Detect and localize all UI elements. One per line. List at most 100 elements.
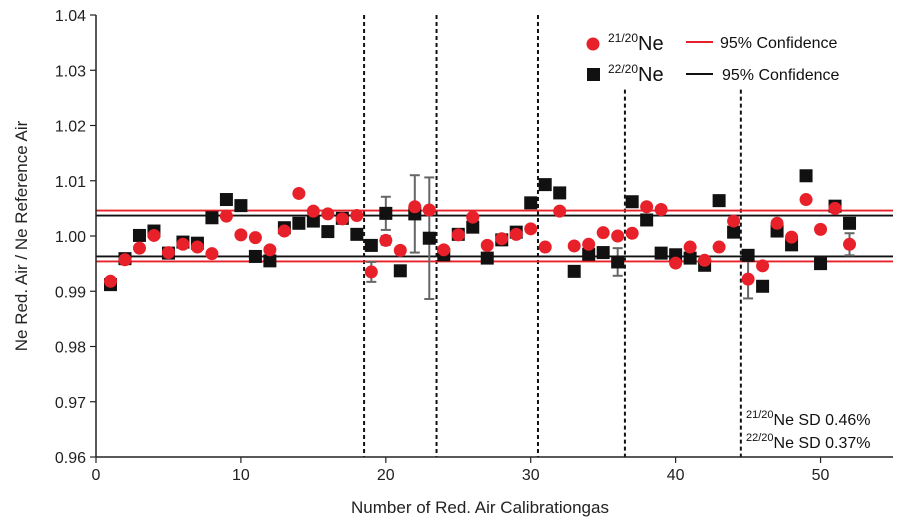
data-point-21-20 bbox=[422, 203, 436, 217]
legend-conf-label-black: 95% Confidence bbox=[722, 67, 840, 84]
data-point-21-20 bbox=[582, 237, 596, 251]
data-point-21-20 bbox=[669, 256, 683, 270]
sd-note-sup-22-20: 22/20 bbox=[746, 432, 774, 444]
data-point-21-20 bbox=[509, 227, 523, 241]
data-point-21-20 bbox=[553, 204, 567, 218]
data-point-21-20 bbox=[408, 200, 422, 214]
data-point-22-20 bbox=[553, 186, 567, 200]
legend-name-22-20: Ne bbox=[638, 64, 664, 86]
data-point-21-20 bbox=[364, 265, 378, 279]
y-axis-title: Ne Red. Air / Ne Reference Air bbox=[12, 120, 31, 351]
x-tick-label: 20 bbox=[377, 467, 395, 484]
data-point-22-20 bbox=[799, 169, 813, 183]
data-point-21-20 bbox=[524, 222, 538, 236]
data-point-21-20 bbox=[176, 237, 190, 251]
x-tick-label: 0 bbox=[92, 467, 101, 484]
data-point-21-20 bbox=[712, 240, 726, 254]
data-point-22-20 bbox=[538, 178, 552, 192]
data-point-21-20 bbox=[277, 224, 291, 238]
legend-label-21-20: 21/20Ne bbox=[608, 31, 664, 55]
data-point-21-20 bbox=[843, 237, 857, 251]
series-22-20-ne bbox=[103, 169, 857, 293]
data-point-21-20 bbox=[814, 222, 828, 236]
data-point-21-20 bbox=[567, 239, 581, 253]
data-point-21-20 bbox=[625, 226, 639, 240]
legend-label-22-20: 22/20Ne bbox=[608, 62, 664, 86]
data-point-21-20 bbox=[321, 207, 335, 221]
data-point-22-20 bbox=[611, 255, 625, 269]
data-point-22-20 bbox=[683, 251, 697, 265]
data-point-21-20 bbox=[161, 246, 175, 260]
data-point-21-20 bbox=[190, 240, 204, 254]
data-point-21-20 bbox=[393, 243, 407, 257]
legend-marker-22-20 bbox=[587, 68, 600, 81]
series-21-20-ne bbox=[103, 186, 857, 288]
sd-note-text-21-20: Ne SD 0.46% bbox=[774, 412, 871, 429]
data-point-22-20 bbox=[321, 225, 335, 239]
data-point-22-20 bbox=[379, 206, 393, 220]
data-point-22-20 bbox=[814, 257, 828, 271]
data-point-22-20 bbox=[654, 246, 668, 260]
data-point-22-20 bbox=[364, 238, 378, 252]
data-point-21-20 bbox=[379, 233, 393, 247]
data-point-21-20 bbox=[683, 240, 697, 254]
sd-note-sup-21-20: 21/20 bbox=[746, 409, 774, 421]
data-point-22-20 bbox=[625, 195, 639, 209]
sd-note-text-22-20: Ne SD 0.37% bbox=[774, 435, 871, 452]
data-point-21-20 bbox=[118, 253, 132, 267]
y-tick-label: 0.99 bbox=[55, 284, 86, 301]
data-point-21-20 bbox=[538, 240, 552, 254]
data-point-21-20 bbox=[480, 238, 494, 252]
data-point-21-20 bbox=[727, 214, 741, 228]
data-point-21-20 bbox=[654, 202, 668, 216]
data-point-21-20 bbox=[248, 231, 262, 245]
y-tick-label: 1.00 bbox=[55, 229, 86, 246]
data-point-22-20 bbox=[422, 231, 436, 245]
y-tick-label: 0.96 bbox=[55, 450, 86, 467]
data-point-21-20 bbox=[234, 228, 248, 242]
sd-note-22-20: 22/20Ne SD 0.37% bbox=[746, 432, 870, 452]
data-point-22-20 bbox=[219, 193, 233, 207]
data-point-21-20 bbox=[451, 228, 465, 242]
data-point-22-20 bbox=[248, 249, 262, 263]
y-tick-label: 0.97 bbox=[55, 395, 86, 412]
data-point-21-20 bbox=[828, 201, 842, 215]
data-point-22-20 bbox=[132, 228, 146, 242]
x-tick-label: 40 bbox=[667, 467, 685, 484]
data-point-22-20 bbox=[263, 254, 277, 268]
x-tick-label: 10 bbox=[232, 467, 250, 484]
data-point-22-20 bbox=[480, 251, 494, 265]
vertical-dashed-lines bbox=[363, 15, 742, 457]
data-point-21-20 bbox=[263, 243, 277, 257]
data-point-22-20 bbox=[843, 216, 857, 230]
data-point-21-20 bbox=[698, 253, 712, 267]
data-point-21-20 bbox=[306, 204, 320, 218]
data-point-22-20 bbox=[596, 246, 610, 260]
data-point-21-20 bbox=[785, 230, 799, 244]
y-tick-label: 0.98 bbox=[55, 340, 86, 357]
data-point-22-20 bbox=[205, 211, 219, 225]
x-tick-label: 50 bbox=[812, 467, 830, 484]
data-point-22-20 bbox=[393, 264, 407, 278]
x-axis-title: Number of Red. Air Calibrationgas bbox=[351, 498, 609, 517]
data-point-22-20 bbox=[292, 216, 306, 230]
data-point-21-20 bbox=[466, 210, 480, 224]
y-tick-label: 1.01 bbox=[55, 174, 86, 191]
data-point-22-20 bbox=[640, 213, 654, 227]
data-point-21-20 bbox=[799, 193, 813, 207]
data-point-21-20 bbox=[756, 259, 770, 273]
data-point-21-20 bbox=[596, 226, 610, 240]
legend-marker-21-20 bbox=[586, 37, 600, 51]
data-point-22-20 bbox=[727, 225, 741, 239]
data-point-22-20 bbox=[582, 247, 596, 261]
legend-conf-label-red: 95% Confidence bbox=[720, 35, 838, 52]
data-point-22-20 bbox=[306, 214, 320, 228]
data-point-21-20 bbox=[437, 243, 451, 257]
data-point-22-20 bbox=[234, 199, 248, 213]
x-ticks: 0 10 20 30 40 50 bbox=[92, 457, 830, 484]
data-point-22-20 bbox=[524, 196, 538, 210]
data-point-21-20 bbox=[132, 241, 146, 255]
legend-name-21-20: Ne bbox=[638, 33, 664, 55]
y-tick-label: 1.04 bbox=[55, 8, 86, 25]
